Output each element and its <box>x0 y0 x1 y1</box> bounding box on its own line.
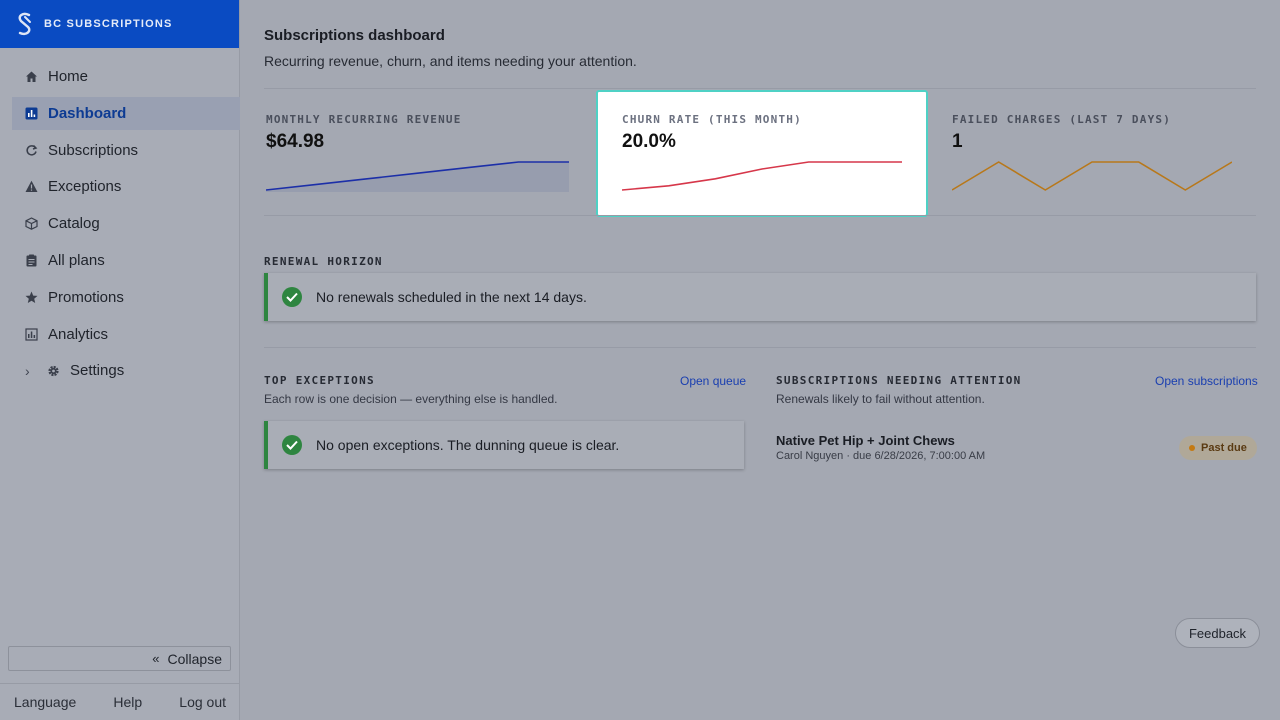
open-subscriptions-link[interactable]: Open subscriptions <box>1155 374 1258 388</box>
sidebar-item-promotions[interactable]: Promotions <box>12 281 240 314</box>
sidebar-item-dashboard[interactable]: Dashboard <box>12 96 240 130</box>
sidebar-item-label: Exceptions <box>48 178 122 196</box>
sidebar-item-label: Catalog <box>48 215 100 233</box>
attention-subtitle: Renewals likely to fail without attentio… <box>776 392 985 406</box>
sidebar-item-subscriptions[interactable]: Subscriptions <box>12 134 240 167</box>
gear-icon <box>47 364 60 377</box>
sparkline-line <box>622 161 902 191</box>
kpi-sparkline <box>266 161 569 192</box>
sidebar-item-label: Promotions <box>48 288 124 306</box>
renewal-horizon-label: RENEWAL HORIZON <box>264 255 383 268</box>
sidebar: BC SUBSCRIPTIONS Home Dashboard Subscrip… <box>0 0 240 720</box>
warning-icon <box>25 180 38 193</box>
top-exceptions-subtitle: Each row is one decision — everything el… <box>264 392 558 406</box>
check-circle-icon <box>282 287 302 307</box>
box-icon <box>25 217 38 231</box>
sparkline-area <box>266 162 569 192</box>
divider <box>264 347 1256 348</box>
sidebar-item-label: Analytics <box>48 325 109 343</box>
sidebar-item-home[interactable]: Home <box>12 60 240 93</box>
kpi-value: 20.0% <box>622 131 676 152</box>
kpi-label: MONTHLY RECURRING REVENUE <box>266 113 462 126</box>
logout-link[interactable]: Log out <box>179 694 226 710</box>
sidebar-item-catalog[interactable]: Catalog <box>12 207 240 240</box>
renewal-notice: No renewals scheduled in the next 14 day… <box>264 273 1256 321</box>
language-link[interactable]: Language <box>14 694 77 710</box>
renewal-message: No renewals scheduled in the next 14 day… <box>316 289 587 305</box>
dashboard-icon <box>25 107 38 120</box>
sidebar-nav: Home Dashboard Subscriptions Exceptions … <box>0 60 240 387</box>
sidebar-item-label: Subscriptions <box>48 141 139 159</box>
brand-logo-icon <box>18 12 31 36</box>
sidebar-item-label: Dashboard <box>48 104 127 122</box>
divider <box>264 215 1256 216</box>
check-circle-icon <box>282 435 302 455</box>
kpi-churn-rate[interactable]: CHURN RATE (THIS MONTH) 20.0% <box>596 90 928 217</box>
chart-icon <box>25 327 38 341</box>
kpi-mrr[interactable]: MONTHLY RECURRING REVENUE $64.98 <box>264 90 569 217</box>
sidebar-item-settings[interactable]: › Settings <box>12 354 240 387</box>
brand-header[interactable]: BC SUBSCRIPTIONS <box>0 0 239 48</box>
sidebar-item-label: All plans <box>48 251 105 269</box>
status-badge: Past due <box>1179 436 1257 460</box>
sidebar-item-analytics[interactable]: Analytics <box>12 318 240 351</box>
divider <box>264 88 1256 89</box>
kpi-label: FAILED CHARGES (LAST 7 DAYS) <box>952 113 1172 126</box>
clipboard-icon <box>25 254 38 267</box>
kpi-label: CHURN RATE (THIS MONTH) <box>622 113 802 126</box>
collapse-label: Collapse <box>167 650 222 667</box>
kpi-sparkline <box>622 161 902 191</box>
attention-item-meta: Carol Nguyen · due 6/28/2026, 7:00:00 AM <box>776 450 986 462</box>
kpi-value: 1 <box>952 131 963 152</box>
sidebar-item-all-plans[interactable]: All plans <box>12 244 240 277</box>
kpi-sparkline <box>952 161 1232 191</box>
sparkline-line <box>266 161 569 191</box>
top-exceptions-label: TOP EXCEPTIONS <box>264 374 375 387</box>
sidebar-footer: Language Help Log out <box>0 683 240 720</box>
brand-name: BC SUBSCRIPTIONS <box>44 18 173 30</box>
double-chevron-left-icon: « <box>152 651 160 666</box>
exceptions-message: No open exceptions. The dunning queue is… <box>316 437 620 453</box>
attention-item-title[interactable]: Native Pet Hip + Joint Chews <box>776 433 955 448</box>
star-icon <box>25 291 38 304</box>
kpi-value: $64.98 <box>266 131 325 152</box>
kpi-failed-charges[interactable]: FAILED CHARGES (LAST 7 DAYS) 1 <box>950 90 1256 217</box>
exceptions-notice: No open exceptions. The dunning queue is… <box>264 421 744 469</box>
chevron-right-icon: › <box>25 362 30 379</box>
attention-label: SUBSCRIPTIONS NEEDING ATTENTION <box>776 374 1022 387</box>
main-content: Subscriptions dashboard Recurring revenu… <box>240 0 1280 720</box>
sidebar-item-exceptions[interactable]: Exceptions <box>12 170 240 203</box>
sidebar-item-label: Settings <box>70 362 125 380</box>
open-queue-link[interactable]: Open queue <box>680 374 747 388</box>
help-link[interactable]: Help <box>113 694 143 710</box>
page-subtitle: Recurring revenue, churn, and items need… <box>264 53 637 69</box>
refresh-icon <box>25 144 38 157</box>
sparkline-line <box>952 161 1232 191</box>
collapse-button[interactable]: « Collapse <box>8 646 231 671</box>
sidebar-item-label: Home <box>48 68 89 85</box>
home-icon <box>25 70 38 83</box>
feedback-button[interactable]: Feedback <box>1175 618 1260 648</box>
page-title: Subscriptions dashboard <box>264 27 445 44</box>
